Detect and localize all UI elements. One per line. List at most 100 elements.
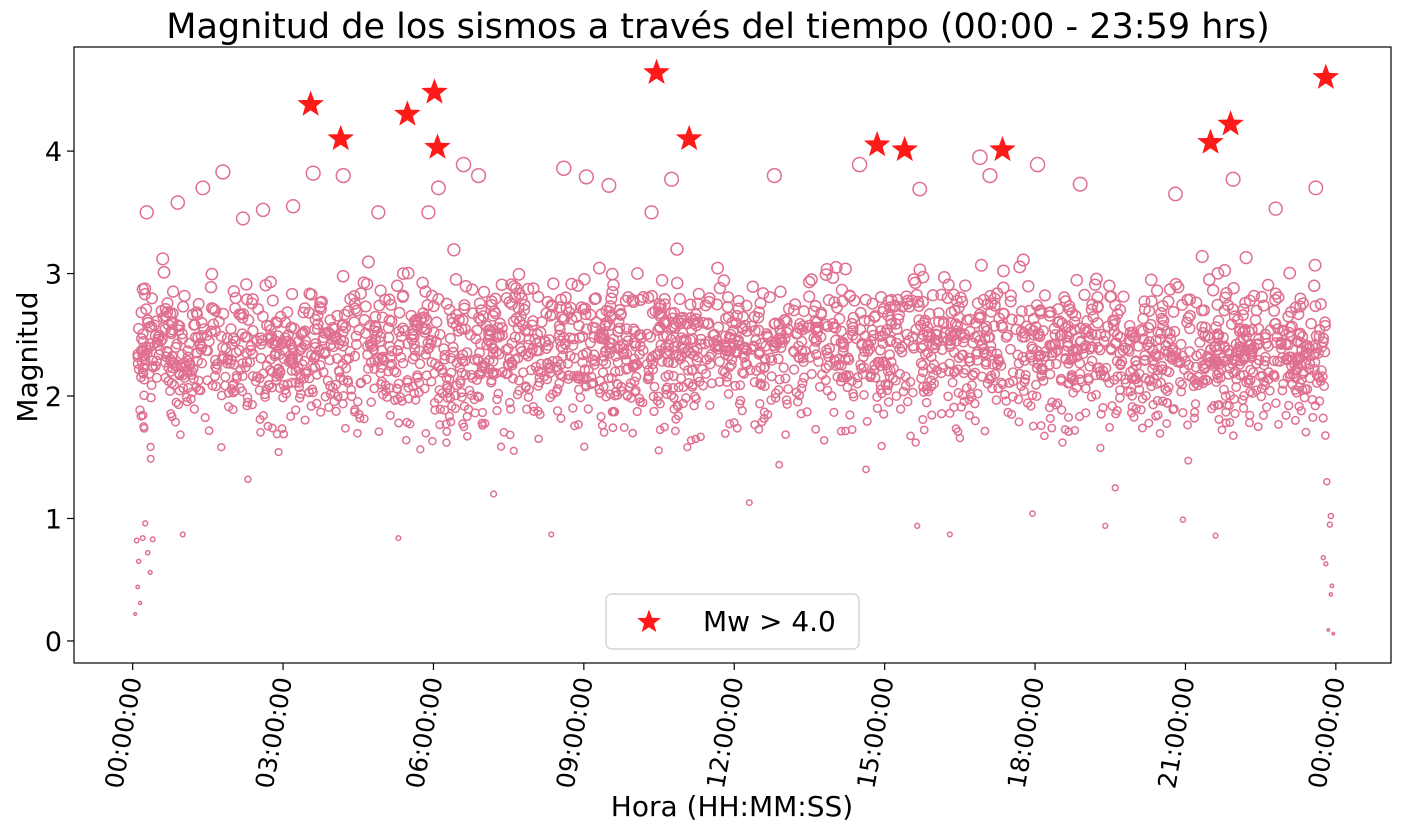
earthquake-point [269, 338, 281, 350]
earthquake-point [652, 324, 664, 336]
earthquake-point [859, 390, 869, 400]
earthquake-point [359, 414, 369, 424]
earthquake-point [1108, 325, 1120, 337]
earthquake-point [436, 364, 448, 375]
earthquake-point [369, 354, 381, 366]
earthquake-point [1016, 253, 1030, 267]
earthquake-point [995, 360, 1007, 371]
earthquake-point [1086, 355, 1098, 367]
earthquake-point [403, 393, 414, 404]
earthquake-point [1086, 298, 1099, 311]
earthquake-point [663, 369, 674, 381]
earthquake-point [1246, 352, 1258, 364]
earthquake-point [997, 264, 1010, 278]
earthquake-point [1250, 304, 1263, 317]
earthquake-point [964, 394, 975, 405]
earthquake-point [286, 377, 298, 388]
earthquake-point [1006, 313, 1018, 326]
earthquake-point [1215, 358, 1226, 370]
earthquake-point [414, 358, 426, 370]
earthquake-point [344, 292, 357, 306]
earthquake-point [278, 353, 290, 365]
earthquake-point [542, 357, 553, 369]
earthquake-point [195, 316, 208, 329]
earthquake-point [450, 319, 463, 332]
earthquake-point [717, 274, 731, 287]
earthquake-point [363, 320, 376, 332]
earthquake-point [631, 267, 644, 280]
earthquake-point [913, 263, 927, 277]
earthquake-point [673, 382, 684, 393]
earthquake-point [586, 321, 599, 334]
earthquake-point [300, 335, 312, 347]
earthquake-point [1245, 339, 1257, 351]
earthquake-point [756, 379, 767, 390]
earthquake-point [960, 364, 971, 375]
earthquake-point [304, 387, 315, 398]
earthquake-point [869, 310, 881, 322]
earthquake-point [1114, 331, 1126, 343]
earthquake-point [1069, 309, 1082, 322]
earthquake-point [462, 431, 472, 441]
earthquake-point [1111, 484, 1119, 492]
earthquake-point [691, 355, 703, 366]
earthquake-point [311, 398, 322, 409]
earthquake-point [505, 430, 515, 440]
earthquake-point [612, 326, 624, 338]
earthquake-point [943, 391, 953, 402]
earthquake-point [1296, 344, 1308, 356]
earthquake-point [737, 367, 748, 378]
earthquake-point [227, 332, 240, 344]
earthquake-point [1036, 371, 1047, 382]
earthquake-point [291, 405, 301, 415]
earthquake-point [160, 372, 171, 383]
earthquake-point [254, 385, 265, 396]
earthquake-point [391, 367, 402, 378]
earthquake-point [398, 325, 411, 337]
earthquake-point [827, 317, 839, 330]
earthquake-point [901, 297, 914, 310]
earthquake-point [847, 325, 859, 337]
earthquake-point [1056, 317, 1069, 330]
earthquake-point [688, 379, 699, 390]
earthquake-point [251, 335, 263, 347]
earthquake-point [903, 300, 916, 313]
earthquake-point [1008, 391, 1018, 402]
earthquake-point [292, 352, 304, 363]
earthquake-point [255, 202, 271, 218]
earthquake-point [500, 292, 513, 305]
earthquake-point [1301, 427, 1311, 437]
earthquake-point [1326, 627, 1331, 632]
earthquake-point [369, 320, 381, 332]
earthquake-point [1243, 375, 1254, 386]
earthquake-point [1063, 300, 1076, 313]
earthquake-point [137, 328, 149, 340]
earthquake-point [852, 378, 863, 389]
earthquake-point [1134, 384, 1145, 395]
earthquake-point [1142, 322, 1155, 334]
earthquake-point [1137, 423, 1147, 433]
earthquake-point [340, 423, 350, 433]
earthquake-point [1091, 300, 1104, 313]
earthquake-point [487, 367, 498, 379]
earthquake-point [139, 423, 149, 433]
earthquake-point [885, 314, 897, 327]
earthquake-point [1012, 349, 1024, 361]
earthquake-point [319, 346, 331, 358]
earthquake-point [286, 411, 296, 421]
earthquake-point [173, 320, 185, 332]
earthquake-point [171, 397, 182, 408]
y-tick-label: 4 [45, 137, 62, 168]
earthquake-point [1243, 325, 1255, 338]
earthquake-point [1067, 344, 1079, 356]
earthquake-point [255, 414, 265, 424]
earthquake-point [885, 318, 898, 330]
earthquake-point [442, 438, 451, 447]
earthquake-point [133, 537, 140, 544]
earthquake-point [879, 327, 891, 339]
earthquake-point [620, 331, 632, 343]
earthquake-point [829, 354, 840, 366]
earthquake-point [815, 306, 828, 319]
earthquake-point [1188, 381, 1199, 392]
earthquake-point [992, 353, 1004, 365]
